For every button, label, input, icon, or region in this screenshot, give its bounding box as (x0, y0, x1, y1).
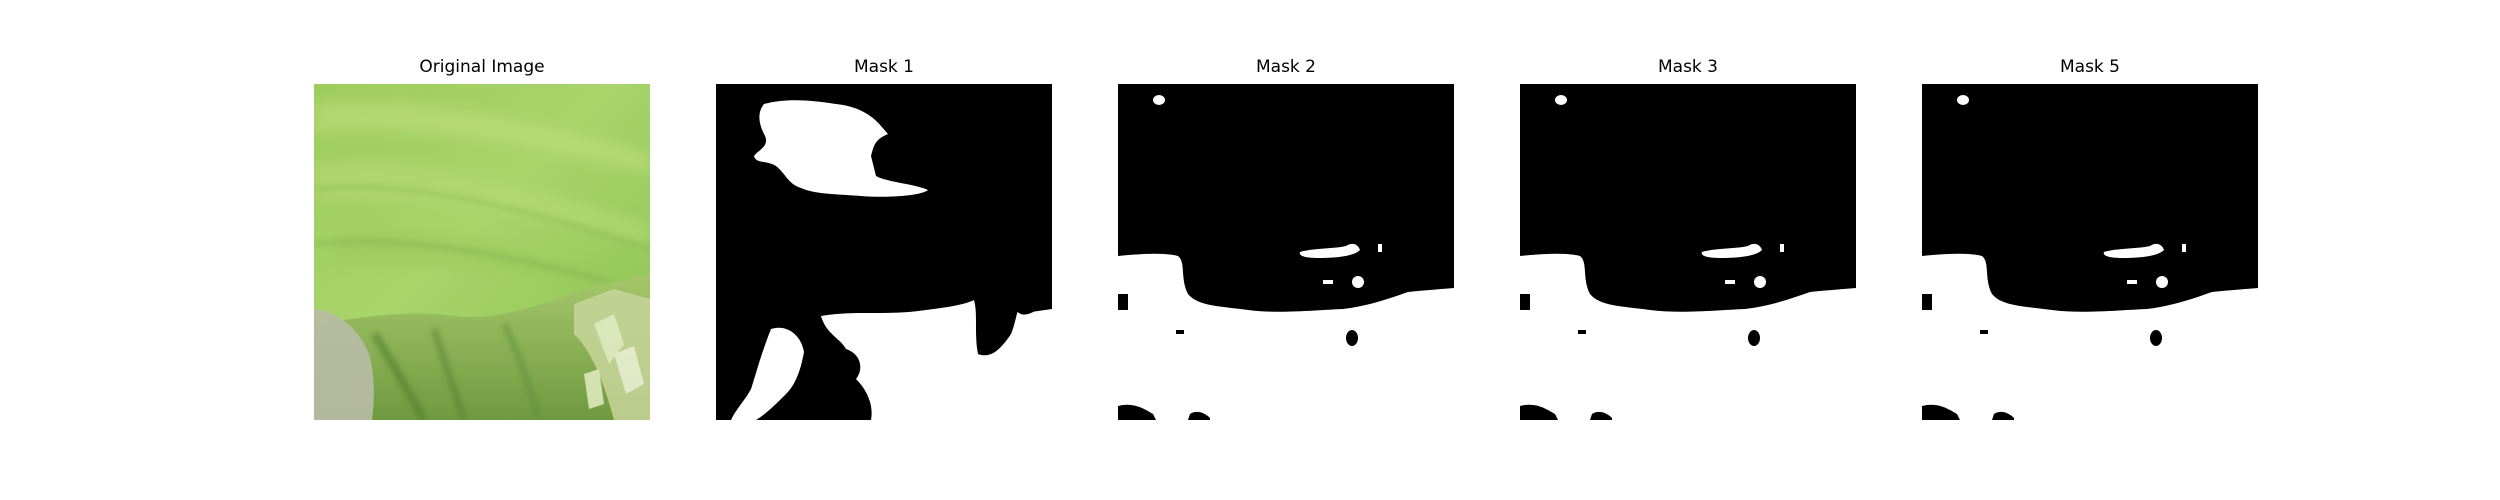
mask-1-image (716, 84, 1052, 420)
mask-5-image (1922, 84, 2258, 420)
original-leaf-photo (314, 84, 650, 420)
mask-2-image (1118, 84, 1454, 420)
mask-3-image (1520, 84, 1856, 420)
panel-title: Mask 5 (2059, 57, 2120, 77)
panel-title: Mask 2 (1255, 57, 1316, 77)
panel-title: Mask 1 (853, 57, 914, 77)
panel-title: Original Image (419, 57, 545, 77)
panel-title: Mask 3 (1657, 57, 1718, 77)
